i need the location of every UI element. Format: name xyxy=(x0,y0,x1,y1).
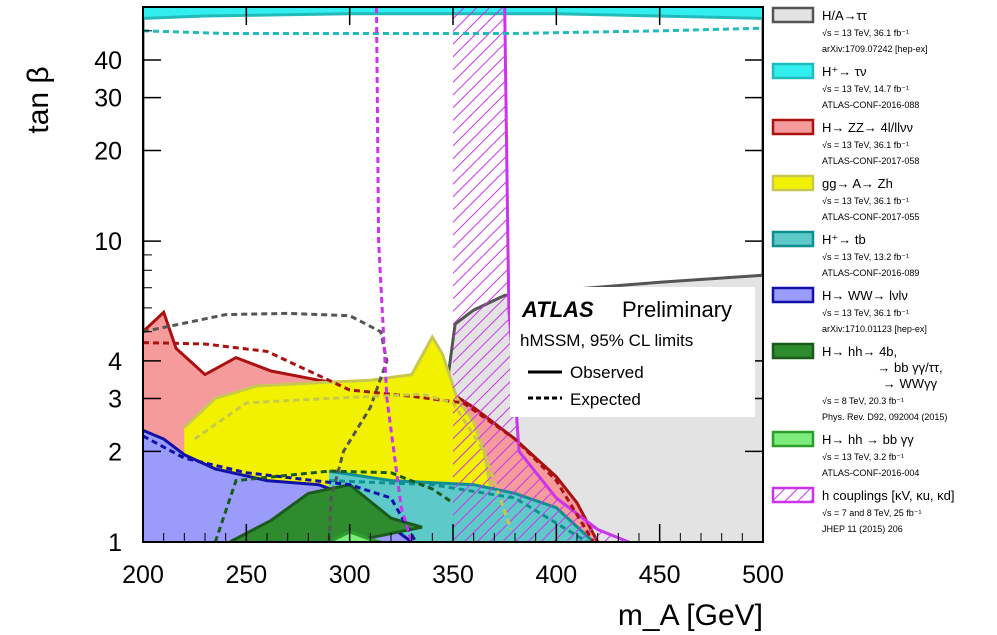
legend-detail: JHEP 11 (2015) 206 xyxy=(822,524,903,534)
atlas-annotation: ATLAS Preliminary hMSSM, 95% CL limits O… xyxy=(510,287,755,417)
legend-label: H→ hh→ 4b, xyxy=(822,344,897,359)
legend-detail: √s = 8 TeV, 20.3 fb⁻¹ xyxy=(822,396,904,406)
legend-swatch xyxy=(771,62,815,80)
h-a-expected-line xyxy=(143,311,389,542)
legend-label-continuation: → bb γγ/ττ, xyxy=(877,360,942,375)
legend-swatch xyxy=(771,486,815,504)
legend-label: h couplings [κV, κu, κd] xyxy=(822,488,955,503)
axis-ticks: 200 250 300 350 400 450 500 1 2 3 4 10 20 30 40 xyxy=(94,6,784,589)
expected-limit-lines xyxy=(143,7,763,542)
h-tb-expected-line xyxy=(328,479,589,542)
legend-swatch xyxy=(771,430,815,448)
legend-detail: arXiv:1709.07242 [hep-ex] xyxy=(822,44,928,54)
legend-detail: √s = 13 TeV, 14.7 fb⁻¹ xyxy=(822,84,909,94)
legend-swatch xyxy=(771,286,815,304)
y-axis-title: tan β xyxy=(22,66,55,133)
y-tick-label: 4 xyxy=(108,348,122,376)
legend-swatch xyxy=(771,230,815,248)
exclusion-regions xyxy=(143,7,763,542)
legend-item-gg-a-zh: gg→ A→ Zh √s = 13 TeV, 36.1 fb⁻¹ ATLAS-CON… xyxy=(771,174,919,222)
h-ww-l-l-expected-line xyxy=(143,434,418,542)
legend-label: H⁺→ tb xyxy=(822,232,866,247)
h-hh-4b-bb-ww-expected-line xyxy=(213,469,454,542)
h-zz-4l-ll-expected-line xyxy=(143,341,595,542)
legend-label-continuation: → WWγγ xyxy=(883,376,938,391)
legend-detail: ATLAS-CONF-2017-055 xyxy=(822,212,919,222)
x-tick-label: 400 xyxy=(535,561,577,589)
y-tick-label: 3 xyxy=(108,385,122,413)
legend-item-h-couplings-v-u-d: h couplings [κV, κu, κd] √s = 7 and 8 TeV… xyxy=(771,486,955,534)
legend-detail: Phys. Rev. D92, 092004 (2015) xyxy=(822,412,947,422)
x-tick-label: 500 xyxy=(742,561,784,589)
legend-swatch xyxy=(771,6,815,24)
atlas-label: ATLAS xyxy=(521,297,594,322)
legend-detail: √s = 13 TeV, 36.1 fb⁻¹ xyxy=(822,28,909,38)
legend-detail: ATLAS-CONF-2016-088 xyxy=(822,100,919,110)
h-expected-line xyxy=(143,26,763,35)
legend-detail: ATLAS-CONF-2017-058 xyxy=(822,156,919,166)
y-tick-label: 30 xyxy=(94,85,122,113)
legend-detail: ATLAS-CONF-2016-089 xyxy=(822,268,919,278)
y-tick-label: 40 xyxy=(94,47,122,75)
h-hh-bb-observed-line xyxy=(328,530,382,542)
legend-item-h-a: H/A→ττ √s = 13 TeV, 36.1 fb⁻¹ arXiv:1709.0… xyxy=(771,6,928,54)
legend-item-h-hh-bb: H→ hh → bb γγ √s = 13 TeV, 3.2 fb⁻¹ ATLAS-… xyxy=(771,430,919,478)
legend-item-h-hh-4b: H→ hh→ 4b,→ bb γγ/ττ,→ WWγγ √s = 8 TeV, 2… xyxy=(771,342,947,422)
x-axis-title: m_A [GeV] xyxy=(618,599,763,632)
legend-detail: √s = 13 TeV, 13.2 fb⁻¹ xyxy=(822,252,909,262)
h-couplings-v-u-d-observed-line xyxy=(503,7,630,542)
legend-detail: √s = 7 and 8 TeV, 25 fb⁻¹ xyxy=(822,508,922,518)
legend-swatch xyxy=(771,342,815,360)
x-tick-label: 300 xyxy=(329,561,371,589)
gg-a-zh-expected-line xyxy=(193,392,513,530)
legend-item-h-zz-4l-ll: H→ ZZ→ 4l/llνν √s = 13 TeV, 36.1 fb⁻¹ ATLA… xyxy=(771,118,919,166)
observed-label: Observed xyxy=(570,363,644,382)
y-tick-label: 20 xyxy=(94,138,122,166)
h-couplings-v-u-d-expected-line xyxy=(375,7,414,542)
legend-detail: √s = 13 TeV, 36.1 fb⁻¹ xyxy=(822,196,909,206)
h-couplings-v-u-d-excluded-area xyxy=(453,7,629,542)
legend-item-h-ww-l-l: H→ WW→ lνlν √s = 13 TeV, 36.1 fb⁻¹ arXiv:1… xyxy=(771,286,927,334)
annotation-subtitle: hMSSM, 95% CL limits xyxy=(520,331,693,350)
x-tick-label: 250 xyxy=(225,561,267,589)
legend-detail: √s = 13 TeV, 36.1 fb⁻¹ xyxy=(822,308,909,318)
legend-swatch xyxy=(771,174,815,192)
annotation-background xyxy=(510,287,755,417)
y-tick-label: 2 xyxy=(108,438,122,466)
legend-item-h-tb: H⁺→ tb √s = 13 TeV, 13.2 fb⁻¹ ATLAS-CONF-2… xyxy=(771,230,919,278)
legend-label: H/A→ττ xyxy=(822,8,868,23)
preliminary-label: Preliminary xyxy=(622,297,732,322)
x-tick-label: 450 xyxy=(639,561,681,589)
legend: H/A→ττ √s = 13 TeV, 36.1 fb⁻¹ arXiv:1709.0… xyxy=(771,6,955,534)
h-hh-4b-bb-ww-excluded-area xyxy=(229,484,422,542)
legend-detail: arXiv:1710.01123 [hep-ex] xyxy=(822,324,927,334)
legend-swatch xyxy=(771,118,815,136)
y-tick-label: 10 xyxy=(94,228,122,256)
legend-detail: √s = 13 TeV, 36.1 fb⁻¹ xyxy=(822,140,909,150)
y-tick-label: 1 xyxy=(108,529,122,557)
legend-label: H⁺→ τν xyxy=(822,64,867,79)
legend-label: gg→ A→ Zh xyxy=(822,176,893,191)
x-tick-label: 350 xyxy=(432,561,474,589)
legend-label: H→ WW→ lνlν xyxy=(822,288,908,303)
x-tick-label: 200 xyxy=(122,561,164,589)
legend-detail: ATLAS-CONF-2016-004 xyxy=(822,468,919,478)
legend-label: H→ hh → bb γγ xyxy=(822,432,914,447)
expected-label: Expected xyxy=(570,390,641,409)
legend-item-h: H⁺→ τν √s = 13 TeV, 14.7 fb⁻¹ ATLAS-CONF-2… xyxy=(771,62,919,110)
legend-detail: √s = 13 TeV, 3.2 fb⁻¹ xyxy=(822,452,904,462)
legend-label: H→ ZZ→ 4l/llνν xyxy=(822,120,913,135)
